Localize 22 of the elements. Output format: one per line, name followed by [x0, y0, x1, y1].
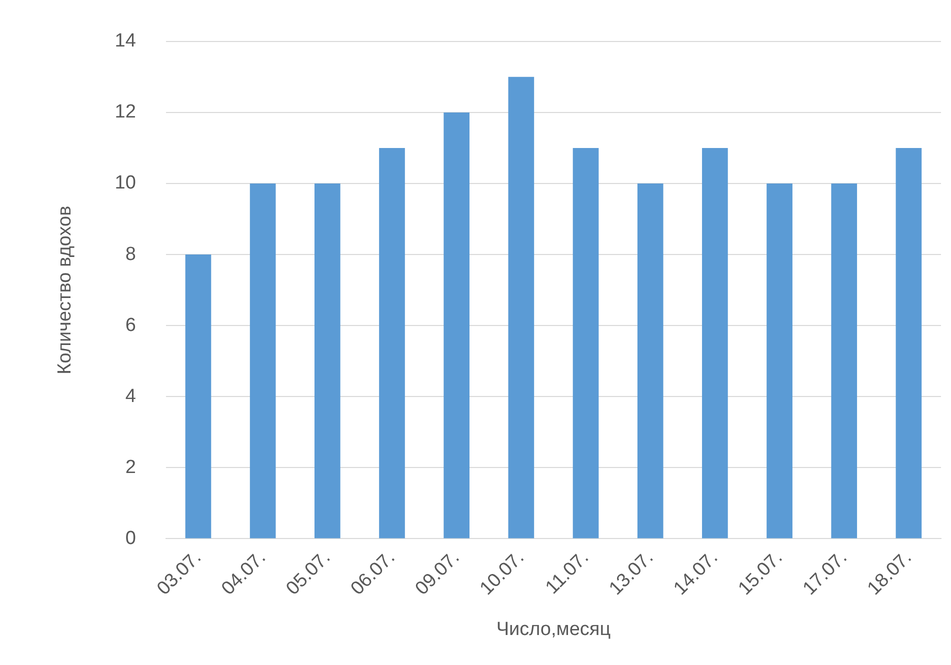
bar	[314, 183, 340, 538]
y-tick-label: 6	[125, 314, 136, 336]
y-tick-label: 2	[125, 456, 136, 478]
bar	[185, 254, 212, 538]
y-tick-label: 4	[125, 386, 136, 407]
bar	[444, 112, 470, 538]
bar	[831, 183, 858, 538]
bar	[766, 183, 792, 538]
bar	[572, 148, 599, 538]
y-tick-label: 8	[125, 244, 136, 265]
y-tick-label: 10	[114, 172, 136, 194]
y-tick-label: 12	[114, 102, 136, 123]
bar	[250, 183, 276, 538]
bar	[379, 148, 405, 538]
bar	[896, 148, 922, 538]
y-axis-title: Количество вдохов	[54, 206, 76, 374]
bar	[702, 148, 728, 538]
bar	[508, 76, 534, 538]
bar	[637, 183, 664, 538]
x-axis-title: Число,месяц	[496, 618, 611, 640]
y-tick-label: 0	[125, 528, 136, 549]
y-tick-label: 14	[114, 30, 136, 52]
